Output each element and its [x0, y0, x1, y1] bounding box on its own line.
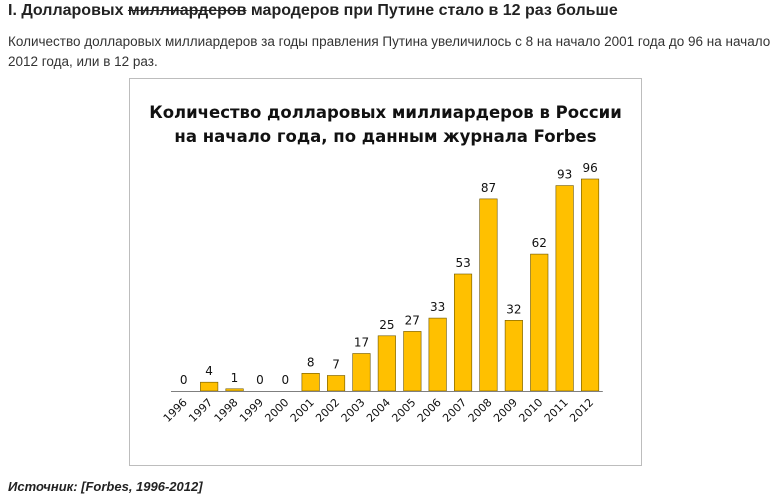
x-tick-2000: 2000: [262, 396, 291, 425]
data-label-1998: 1: [231, 371, 239, 385]
article-heading: I. Долларовых миллиардеров мародеров при…: [8, 2, 618, 20]
article-lead: Количество долларовых миллиардеров за го…: [8, 34, 771, 69]
data-label-2004: 25: [379, 318, 394, 332]
x-tick-1996: 1996: [161, 396, 190, 425]
source-note: Источник: [Forbes, 1996-2012]: [8, 479, 203, 494]
chart-title-line1: Количество долларовых миллиардеров в Рос…: [149, 103, 622, 122]
bar-2004: [377, 335, 396, 392]
data-label-2001: 8: [307, 355, 315, 369]
bar-2009: [504, 320, 523, 392]
heading-prefix: I. Долларовых: [8, 2, 128, 19]
data-label-2000: 0: [281, 373, 289, 387]
heading-struck-word: миллиардеров: [127, 2, 247, 19]
bar-2005: [403, 331, 422, 392]
data-label-2003: 17: [354, 336, 369, 350]
chart-title-line2: на начало года, по данным журнала Forbes: [174, 127, 597, 146]
x-tick-1999: 1999: [237, 396, 266, 425]
bar-1997: [200, 381, 219, 392]
x-tick-1997: 1997: [186, 396, 215, 425]
data-label-1997: 4: [205, 364, 213, 378]
x-tick-2012: 2012: [567, 396, 596, 425]
bar-2003: [352, 353, 371, 392]
x-tick-2002: 2002: [313, 396, 342, 425]
data-label-2010: 62: [532, 236, 547, 250]
data-label-2011: 93: [557, 168, 572, 182]
chart-title: Количество долларовых миллиардеров в Рос…: [130, 101, 641, 149]
x-tick-1998: 1998: [212, 396, 241, 425]
data-label-2005: 27: [405, 313, 420, 327]
data-label-2012: 96: [582, 161, 597, 175]
data-label-2008: 87: [481, 181, 496, 195]
data-label-1999: 0: [256, 373, 264, 387]
bar-2012: [580, 178, 600, 392]
data-label-2002: 7: [332, 358, 340, 372]
x-tick-2008: 2008: [466, 396, 495, 425]
bar-1998: [225, 388, 244, 392]
x-tick-2005: 2005: [389, 396, 418, 425]
heading-suffix: мародеров при Путине стало в 12 раз боль…: [246, 2, 618, 19]
data-label-2009: 32: [506, 302, 521, 316]
bar-2011: [555, 185, 574, 392]
x-tick-2009: 2009: [491, 396, 520, 425]
x-tick-2007: 2007: [440, 396, 469, 425]
x-tick-2011: 2011: [542, 396, 571, 425]
bar-2002: [327, 375, 346, 392]
bar-2008: [479, 198, 498, 392]
data-label-1996: 0: [180, 373, 188, 387]
x-tick-2003: 2003: [339, 396, 368, 425]
bar-2007: [453, 273, 473, 392]
x-tick-2006: 2006: [415, 396, 444, 425]
bar-2010: [530, 253, 549, 392]
data-label-2006: 33: [430, 300, 445, 314]
bar-2006: [428, 317, 447, 392]
chart-frame: Количество долларовых миллиардеров в Рос…: [129, 78, 642, 466]
bar-chart: 0 1996 4 1997 1 1998 0 1999 0 2000 8 2001 7 2002 17 200…: [161, 161, 603, 425]
x-tick-2004: 2004: [364, 396, 393, 425]
x-tick-2010: 2010: [516, 396, 545, 425]
bar-2001: [301, 372, 320, 392]
data-label-2007: 53: [455, 256, 470, 270]
x-tick-2001: 2001: [288, 396, 317, 425]
